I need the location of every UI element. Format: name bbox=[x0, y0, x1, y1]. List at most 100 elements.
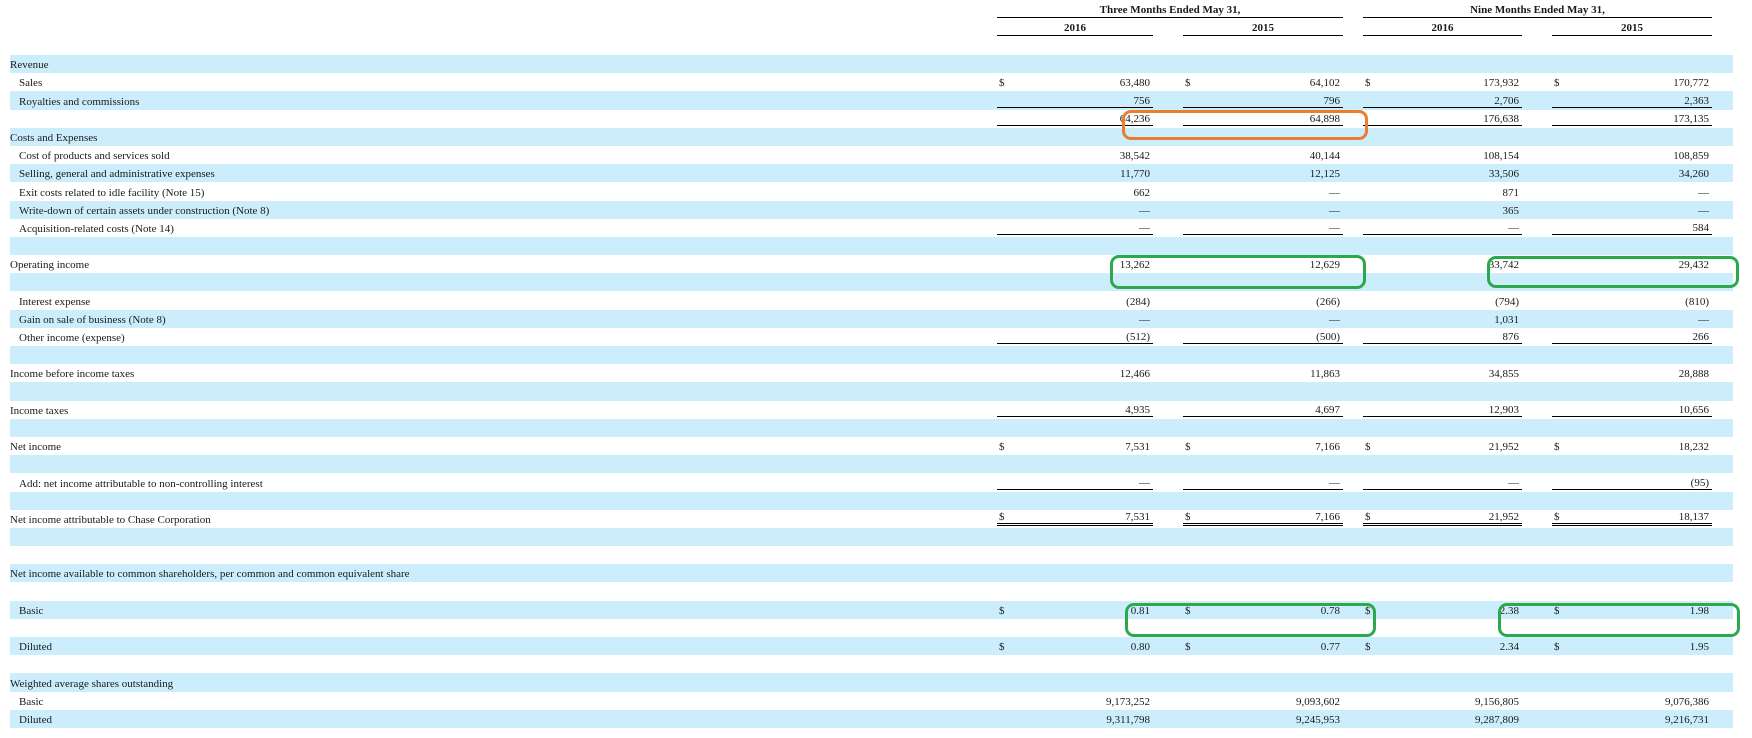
cell-value: 176,638 bbox=[1483, 112, 1519, 125]
cell-value: 2,363 bbox=[1684, 94, 1709, 107]
cell-value: — bbox=[1329, 186, 1340, 199]
spacer-row bbox=[10, 418, 1733, 437]
cell-value: 9,311,798 bbox=[1106, 713, 1150, 726]
cell-value: 876 bbox=[1502, 331, 1520, 343]
currency-symbol: $ bbox=[1554, 77, 1560, 90]
cell-value: 63,480 bbox=[1119, 77, 1150, 90]
cell-value: 29,432 bbox=[1678, 259, 1709, 272]
currency-symbol: $ bbox=[999, 77, 1005, 90]
row-label: Weighted average shares outstanding bbox=[10, 677, 174, 690]
table-row: Diluted 9,311,798 9,245,953 9,287,809 9,… bbox=[10, 709, 1733, 728]
cell-value: 4,697 bbox=[1315, 403, 1340, 416]
cell-value: 34,855 bbox=[1488, 368, 1519, 381]
year-rule bbox=[1552, 35, 1712, 36]
cell-value: — bbox=[1508, 221, 1519, 234]
cell-value: 12,903 bbox=[1488, 403, 1519, 416]
cell-value: 12,125 bbox=[1309, 168, 1340, 181]
cell-value: 0.77 bbox=[1320, 641, 1340, 654]
spacer-row bbox=[10, 346, 1733, 365]
row-label: Sales bbox=[19, 77, 43, 90]
cell-value: 2.34 bbox=[1499, 641, 1519, 654]
row-label: Revenue bbox=[10, 59, 49, 72]
row-label: Gain on sale of business (Note 8) bbox=[19, 313, 166, 326]
cell-value: 584 bbox=[1692, 221, 1710, 234]
cell-value: (266) bbox=[1316, 295, 1340, 308]
currency-symbol: $ bbox=[1365, 441, 1371, 454]
cell-value: (500) bbox=[1316, 331, 1340, 343]
table-row: Diluted $0.80 $0.77 $2.34 $1.95 bbox=[10, 637, 1733, 656]
row-label: Other income (expense) bbox=[19, 332, 125, 344]
cell-value: 9,156,805 bbox=[1475, 695, 1519, 708]
currency-symbol: $ bbox=[1365, 77, 1371, 90]
cell-value: 9,173,252 bbox=[1106, 695, 1150, 708]
cell-value: 266 bbox=[1692, 331, 1710, 343]
cell-value: 7,166 bbox=[1315, 510, 1340, 523]
table-row: Weighted average shares outstanding bbox=[10, 673, 1733, 692]
cell-value: 40,144 bbox=[1309, 150, 1340, 163]
spacer-row bbox=[10, 491, 1733, 510]
table-row: Income taxes 4,935 4,697 12,903 10,656 bbox=[10, 401, 1733, 419]
cell-value: 7,531 bbox=[1125, 441, 1150, 454]
table-row: Basic 9,173,252 9,093,602 9,156,805 9,07… bbox=[10, 692, 1733, 710]
cell-value: 173,932 bbox=[1483, 77, 1519, 90]
spacer-row bbox=[10, 619, 1733, 637]
table-row: Revenue bbox=[10, 55, 1733, 74]
table-row: Net income $7,531 $7,166 $21,952 $18,232 bbox=[10, 437, 1733, 455]
spacer-row bbox=[10, 582, 1733, 600]
row-label: Write-down of certain assets under const… bbox=[19, 204, 270, 217]
spacer-row bbox=[10, 382, 1733, 401]
currency-symbol: $ bbox=[1365, 510, 1371, 523]
table-row: Net income available to common sharehold… bbox=[10, 564, 1733, 583]
income-statement-table: Revenue Sales $63,480 $64,102 $173,932 $… bbox=[10, 55, 1733, 728]
currency-symbol: $ bbox=[1185, 510, 1191, 523]
cell-value: (794) bbox=[1495, 295, 1519, 308]
cell-value: — bbox=[1329, 313, 1340, 326]
currency-symbol: $ bbox=[1185, 604, 1191, 617]
table-row: 64,236 64,898 176,638 173,135 bbox=[10, 110, 1733, 128]
cell-value: 1.98 bbox=[1689, 604, 1709, 617]
cell-value: 21,952 bbox=[1488, 510, 1519, 523]
currency-symbol: $ bbox=[999, 641, 1005, 654]
cell-value: 33,506 bbox=[1488, 168, 1519, 181]
row-label: Costs and Expenses bbox=[10, 131, 98, 144]
table-row: Basic $0.81 $0.78 $2.38 $1.98 bbox=[10, 600, 1733, 619]
row-label: Acquisition-related costs (Note 14) bbox=[19, 222, 174, 235]
row-label: Add: net income attributable to non-cont… bbox=[19, 477, 263, 490]
cell-value: — bbox=[1139, 313, 1150, 326]
row-label: Basic bbox=[19, 604, 44, 617]
row-label: Cost of products and services sold bbox=[19, 150, 170, 163]
row-label: Basic bbox=[19, 695, 44, 708]
table-row: Net income attributable to Chase Corpora… bbox=[10, 510, 1733, 528]
year-rule bbox=[997, 35, 1153, 36]
cell-value: 38,542 bbox=[1119, 150, 1150, 163]
cell-value: — bbox=[1139, 204, 1150, 217]
header-year-3m-2015: 2015 bbox=[1252, 22, 1274, 34]
row-label: Operating income bbox=[10, 259, 90, 272]
cell-value: 9,093,602 bbox=[1296, 695, 1340, 708]
row-label: Exit costs related to idle facility (Not… bbox=[19, 186, 205, 199]
table-row: Write-down of certain assets under const… bbox=[10, 200, 1733, 219]
cell-value: 1.95 bbox=[1689, 641, 1709, 654]
table-row: Gain on sale of business (Note 8) — — 1,… bbox=[10, 309, 1733, 328]
cell-value: — bbox=[1329, 204, 1340, 217]
cell-value: 21,952 bbox=[1488, 441, 1519, 454]
cell-value: (284) bbox=[1126, 295, 1150, 308]
table-row: Other income (expense) (512) (500) 876 2… bbox=[10, 328, 1733, 346]
cell-value: (810) bbox=[1685, 295, 1709, 308]
spacer-row bbox=[10, 527, 1733, 547]
header-year-9m-2015: 2015 bbox=[1621, 22, 1643, 34]
cell-value: 662 bbox=[1133, 186, 1151, 199]
row-label: Net income attributable to Chase Corpora… bbox=[10, 513, 211, 526]
year-rule bbox=[1363, 35, 1522, 36]
cell-value: 18,137 bbox=[1678, 510, 1709, 523]
year-rule bbox=[1183, 35, 1343, 36]
currency-symbol: $ bbox=[1365, 641, 1371, 654]
cell-value: 2,706 bbox=[1494, 94, 1519, 107]
cell-value: 108,859 bbox=[1673, 150, 1709, 163]
cell-value: 10,656 bbox=[1678, 403, 1709, 416]
table-row: Operating income 13,262 12,629 33,742 29… bbox=[10, 255, 1733, 273]
cell-value: 0.80 bbox=[1130, 641, 1150, 654]
cell-value: 4,935 bbox=[1125, 403, 1150, 416]
cell-value: 796 bbox=[1323, 94, 1341, 107]
cell-value: 34,260 bbox=[1678, 168, 1709, 181]
